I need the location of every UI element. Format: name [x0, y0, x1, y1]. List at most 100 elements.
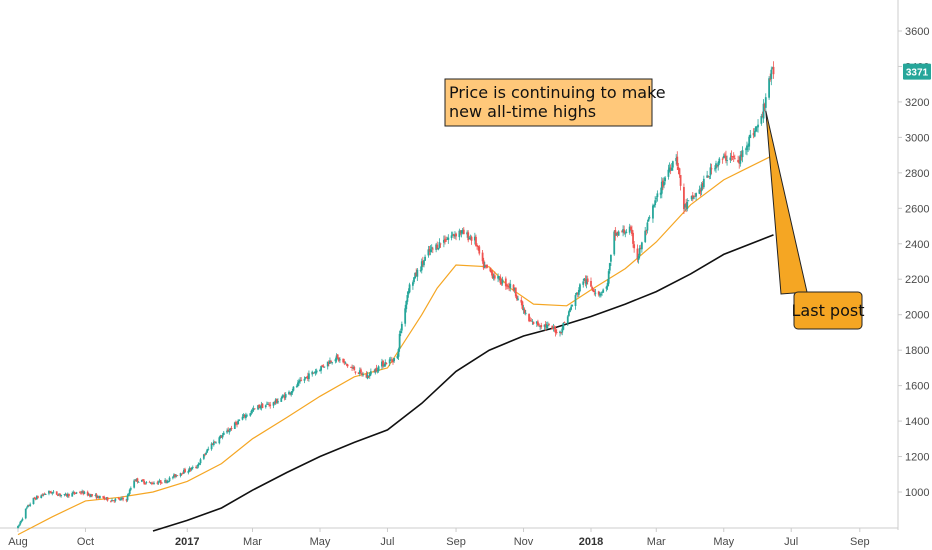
candle — [605, 285, 608, 292]
candle-body — [41, 494, 44, 496]
candle-body — [362, 374, 365, 376]
candle-body — [546, 325, 549, 326]
candle — [522, 304, 525, 314]
candle-body — [55, 491, 58, 495]
candle — [762, 99, 765, 123]
candle-body — [439, 243, 442, 245]
candle-body — [676, 156, 679, 167]
candle-body — [713, 168, 716, 170]
candle-body — [238, 420, 241, 422]
candle — [376, 367, 379, 374]
candle-body — [110, 500, 112, 502]
candle — [706, 170, 709, 179]
candle-body — [633, 244, 636, 249]
candle-body — [129, 488, 132, 490]
candle-body — [202, 454, 205, 459]
candle-body — [416, 269, 419, 277]
candle-body — [415, 272, 418, 276]
candle — [451, 231, 454, 237]
candle — [450, 231, 453, 241]
candle-body — [515, 296, 518, 300]
candle-body — [144, 483, 147, 485]
callout-pointer — [765, 110, 808, 295]
candle-body — [229, 428, 232, 431]
candle-body — [500, 282, 503, 285]
candle — [329, 357, 331, 364]
candle-body — [289, 392, 292, 394]
candle-body — [86, 491, 89, 496]
candle-body — [330, 361, 332, 363]
candle-body — [625, 231, 628, 233]
candle — [114, 497, 117, 503]
candle-body — [336, 354, 339, 358]
candle-body — [569, 308, 571, 312]
candle-body — [548, 324, 550, 325]
candle-body — [647, 218, 650, 222]
candle — [492, 273, 495, 281]
candle — [584, 275, 587, 287]
candle-body — [498, 276, 501, 278]
candle — [337, 357, 340, 363]
candle — [237, 419, 240, 425]
candle-body — [628, 226, 631, 233]
candle — [669, 164, 672, 175]
candle — [560, 331, 563, 335]
candle — [466, 230, 469, 238]
candle-body — [311, 371, 314, 375]
candle — [460, 229, 463, 238]
candle-body — [608, 263, 611, 271]
candle-body — [683, 187, 685, 210]
candle-body — [677, 166, 680, 170]
candle-body — [140, 479, 143, 482]
x-tick-label: 2017 — [175, 536, 199, 548]
candle-body — [752, 133, 755, 136]
candle — [407, 288, 410, 298]
candle — [82, 490, 85, 496]
candle — [644, 226, 647, 243]
candle — [40, 494, 43, 499]
candle — [477, 245, 480, 251]
candle — [72, 490, 75, 495]
candle-body — [532, 321, 535, 324]
candle — [691, 192, 694, 202]
candle-body — [414, 272, 417, 279]
candle-body — [236, 423, 238, 425]
candle — [481, 249, 484, 264]
candle-body — [275, 399, 278, 404]
candle-body — [723, 154, 726, 156]
candle — [375, 364, 378, 373]
candle — [19, 520, 22, 526]
candle — [156, 480, 159, 485]
candle-body — [72, 492, 75, 494]
candle-body — [716, 165, 719, 166]
candle-body — [207, 448, 210, 450]
candle — [199, 457, 202, 466]
candle-body — [157, 482, 160, 484]
candle-body — [118, 498, 121, 500]
candle — [143, 479, 146, 485]
candle-body — [537, 321, 539, 326]
y-tick-label: 1600 — [905, 381, 929, 393]
candle — [374, 368, 377, 375]
candle — [491, 270, 494, 279]
candle — [290, 391, 293, 397]
candle-body — [553, 327, 556, 329]
candle — [399, 328, 402, 337]
candle-body — [188, 468, 191, 472]
x-tick-label: Mar — [647, 536, 666, 548]
candle-body — [605, 286, 608, 289]
candle — [501, 276, 504, 286]
candle — [244, 412, 247, 421]
candle — [133, 479, 136, 489]
candle-body — [64, 493, 67, 495]
candle — [280, 396, 283, 402]
candle — [79, 490, 81, 494]
candle — [638, 245, 641, 259]
candle-body — [408, 284, 411, 293]
candle — [252, 405, 255, 412]
candle-body — [21, 518, 24, 521]
candle-body — [397, 349, 400, 357]
candle — [274, 398, 277, 406]
candle-body — [156, 482, 159, 484]
candle-body — [761, 116, 764, 118]
